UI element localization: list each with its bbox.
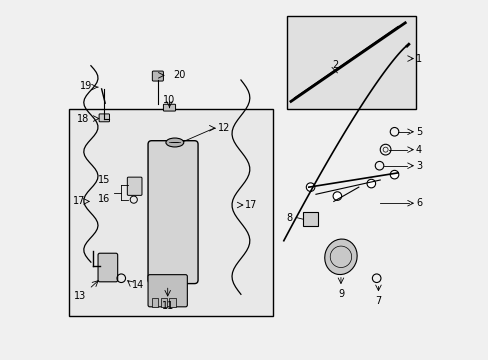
Circle shape — [389, 170, 398, 179]
Text: 8: 8 — [286, 212, 292, 222]
Text: 15: 15 — [98, 175, 110, 185]
Circle shape — [332, 192, 341, 201]
Ellipse shape — [165, 138, 183, 147]
Bar — [151, 298, 158, 307]
Text: 2: 2 — [332, 60, 338, 70]
FancyBboxPatch shape — [69, 109, 272, 316]
Text: 12: 12 — [217, 123, 230, 133]
FancyBboxPatch shape — [98, 253, 118, 282]
FancyBboxPatch shape — [99, 114, 109, 122]
Text: 9: 9 — [337, 289, 344, 299]
FancyBboxPatch shape — [163, 104, 175, 111]
FancyBboxPatch shape — [148, 141, 198, 284]
Text: 13: 13 — [74, 291, 86, 301]
Text: 18: 18 — [77, 113, 89, 123]
Text: 17: 17 — [73, 197, 85, 206]
Bar — [303, 212, 317, 226]
FancyBboxPatch shape — [287, 16, 415, 109]
Text: 1: 1 — [415, 54, 421, 64]
Text: 5: 5 — [415, 127, 421, 137]
Text: 20: 20 — [173, 70, 185, 80]
Text: 11: 11 — [161, 301, 173, 311]
Text: 17: 17 — [244, 200, 256, 210]
Text: 7: 7 — [375, 296, 381, 306]
Text: 16: 16 — [98, 194, 110, 204]
Text: 6: 6 — [415, 198, 421, 208]
Ellipse shape — [324, 239, 356, 275]
Circle shape — [366, 179, 375, 188]
Text: 4: 4 — [415, 145, 421, 155]
Text: 19: 19 — [80, 81, 93, 91]
Text: 14: 14 — [132, 280, 144, 291]
Bar — [169, 298, 176, 307]
Text: 10: 10 — [163, 95, 175, 105]
Text: 3: 3 — [415, 161, 421, 171]
Bar — [160, 298, 166, 307]
FancyBboxPatch shape — [152, 71, 163, 81]
Circle shape — [305, 183, 314, 192]
FancyBboxPatch shape — [127, 177, 142, 195]
FancyBboxPatch shape — [148, 275, 187, 307]
